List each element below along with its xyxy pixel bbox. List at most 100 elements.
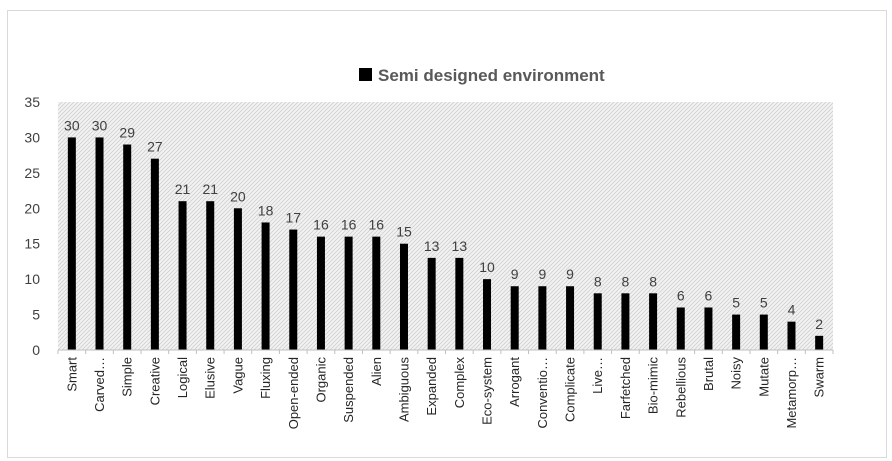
bar bbox=[150, 158, 159, 350]
x-tick-label: Ambiguous bbox=[396, 357, 411, 423]
bar bbox=[261, 222, 270, 350]
x-tick-label: Vague bbox=[230, 357, 245, 394]
plot-area bbox=[58, 102, 833, 350]
bar bbox=[621, 293, 630, 350]
legend: Semi designed environment bbox=[359, 66, 605, 85]
x-tick-label: Logical bbox=[175, 357, 190, 398]
bar bbox=[289, 229, 298, 350]
data-label: 30 bbox=[64, 117, 80, 133]
bar bbox=[344, 236, 353, 350]
bar bbox=[123, 144, 132, 350]
x-tick-label: Simple bbox=[120, 357, 135, 397]
x-tick-label: Expanded bbox=[424, 357, 439, 416]
x-tick-label: Creative bbox=[147, 357, 162, 405]
x-tick-label: Smart bbox=[64, 357, 79, 392]
x-tick-label: Metamorp… bbox=[784, 357, 799, 429]
bar bbox=[732, 314, 741, 350]
bar bbox=[206, 201, 215, 350]
bar bbox=[316, 236, 325, 350]
data-label: 8 bbox=[649, 273, 657, 289]
x-tick-label: Rebellious bbox=[673, 357, 688, 418]
y-tick-label: 5 bbox=[32, 307, 40, 323]
x-tick-label: Fluxing bbox=[258, 357, 273, 399]
x-tick-label: Brutal bbox=[701, 357, 716, 391]
data-label: 29 bbox=[119, 125, 135, 141]
x-tick-label: Carved… bbox=[92, 357, 107, 412]
y-axis: 0 5 10 15 20 25 30 35 bbox=[24, 94, 40, 358]
y-tick-label: 25 bbox=[24, 165, 40, 181]
x-tick-label: Noisy bbox=[729, 357, 744, 390]
data-labels: 30 30 29 27 21 21 20 18 17 16 16 16 15 13 13 10 9 9 9 8 8 8 6 6… bbox=[64, 117, 823, 331]
data-label: 8 bbox=[622, 273, 630, 289]
x-tick-label: Alien bbox=[369, 357, 384, 386]
bar bbox=[704, 307, 713, 350]
data-label: 20 bbox=[230, 188, 246, 204]
x-tick-label: Live… bbox=[590, 357, 605, 394]
data-label: 16 bbox=[341, 217, 357, 233]
bar bbox=[233, 208, 242, 350]
legend-label: Semi designed environment bbox=[378, 66, 605, 85]
x-tick-label: Mutate bbox=[756, 357, 771, 397]
bar bbox=[372, 236, 381, 350]
bar bbox=[510, 286, 519, 350]
y-tick-label: 20 bbox=[24, 200, 40, 216]
bar bbox=[483, 279, 492, 350]
y-tick-label: 0 bbox=[32, 342, 40, 358]
bar bbox=[178, 201, 187, 350]
x-tick-label: Swarm bbox=[812, 357, 827, 397]
data-label: 13 bbox=[424, 238, 440, 254]
x-tick-label: Suspended bbox=[341, 357, 356, 423]
x-tick-label: Conventio… bbox=[535, 357, 550, 429]
x-tick-label: Arrogant bbox=[507, 357, 522, 407]
data-label: 6 bbox=[705, 287, 713, 303]
x-tick-label: Eco-system bbox=[480, 357, 495, 425]
bar bbox=[787, 321, 796, 350]
y-tick-label: 30 bbox=[24, 129, 40, 145]
data-label: 5 bbox=[760, 295, 768, 311]
data-label: 2 bbox=[815, 316, 823, 332]
x-tick-label: Open-ended bbox=[286, 357, 301, 429]
bar bbox=[593, 293, 602, 350]
data-label: 4 bbox=[788, 302, 796, 318]
bar bbox=[67, 137, 76, 350]
data-label: 15 bbox=[396, 224, 412, 240]
legend-swatch bbox=[359, 68, 372, 81]
data-label: 13 bbox=[452, 238, 468, 254]
y-tick-label: 35 bbox=[24, 94, 40, 110]
data-label: 16 bbox=[313, 217, 329, 233]
y-tick-label: 10 bbox=[24, 271, 40, 287]
x-tick-label: Complex bbox=[452, 357, 467, 409]
x-tick-label: Elusive bbox=[203, 357, 218, 399]
bar bbox=[566, 286, 575, 350]
bar bbox=[759, 314, 768, 350]
data-label: 21 bbox=[202, 181, 218, 197]
bar bbox=[455, 257, 464, 350]
data-label: 9 bbox=[511, 266, 519, 282]
data-label: 16 bbox=[369, 217, 385, 233]
x-tick-label: Farfetched bbox=[618, 357, 633, 419]
data-label: 17 bbox=[285, 210, 301, 226]
bar bbox=[95, 137, 104, 350]
bar bbox=[649, 293, 658, 350]
y-tick-label: 15 bbox=[24, 236, 40, 252]
bar bbox=[676, 307, 685, 350]
x-tick-label: Complicate bbox=[563, 357, 578, 422]
bars bbox=[67, 137, 824, 350]
bar bbox=[399, 243, 408, 350]
data-label: 5 bbox=[732, 295, 740, 311]
data-label: 27 bbox=[147, 139, 163, 155]
data-label: 10 bbox=[479, 259, 495, 275]
data-label: 30 bbox=[92, 117, 108, 133]
data-label: 9 bbox=[566, 266, 574, 282]
x-tick-label: Bio-mimic bbox=[646, 357, 661, 415]
data-label: 21 bbox=[175, 181, 191, 197]
x-tick-label: Organic bbox=[313, 357, 328, 403]
bar bbox=[538, 286, 547, 350]
data-label: 8 bbox=[594, 273, 602, 289]
bar bbox=[427, 257, 436, 350]
bar bbox=[815, 335, 824, 350]
data-label: 9 bbox=[538, 266, 546, 282]
data-label: 18 bbox=[258, 202, 274, 218]
data-label: 6 bbox=[677, 287, 685, 303]
